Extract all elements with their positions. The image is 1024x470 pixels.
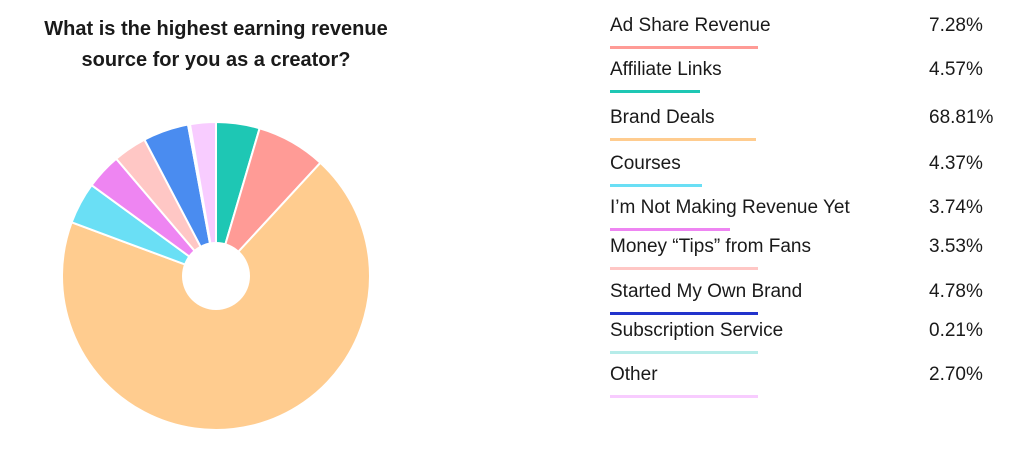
legend-value: 4.37% xyxy=(929,153,983,174)
legend-item-brand-deals: Brand Deals 68.81% xyxy=(610,106,1010,146)
legend-swatch-line xyxy=(610,46,758,49)
legend-value: 3.53% xyxy=(929,236,983,257)
legend-swatch-line xyxy=(610,267,758,270)
legend-value: 3.74% xyxy=(929,197,983,218)
legend-swatch-line xyxy=(610,90,700,93)
legend-item-money-tips-from-fans: Money “Tips” from Fans 3.53% xyxy=(610,235,1010,275)
legend-value: 4.78% xyxy=(929,281,983,302)
legend-label: Brand Deals xyxy=(610,107,715,128)
legend-value: 7.28% xyxy=(929,15,983,36)
legend-label: Money “Tips” from Fans xyxy=(610,236,811,257)
legend-label: Other xyxy=(610,364,658,385)
legend-value: 0.21% xyxy=(929,320,983,341)
donut-hole xyxy=(182,242,250,310)
legend-label: I’m Not Making Revenue Yet xyxy=(610,197,850,218)
legend-item-i-m-not-making-revenue-yet: I’m Not Making Revenue Yet 3.74% xyxy=(610,196,1010,236)
legend-value: 2.70% xyxy=(929,364,983,385)
legend-swatch-line xyxy=(610,351,758,354)
legend-swatch-line xyxy=(610,228,730,231)
legend-label: Affiliate Links xyxy=(610,59,722,80)
legend-label: Courses xyxy=(610,153,681,174)
legend-item-courses: Courses 4.37% xyxy=(610,152,1010,192)
legend-swatch-line xyxy=(610,312,758,315)
chart-legend: Ad Share Revenue 7.28% Affiliate Links 4.57… xyxy=(610,0,1010,470)
legend-item-started-my-own-brand: Started My Own Brand 4.78% xyxy=(610,280,1010,320)
legend-label: Started My Own Brand xyxy=(610,281,803,302)
legend-swatch-line xyxy=(610,395,758,398)
legend-label: Subscription Service xyxy=(610,320,784,341)
legend-value: 68.81% xyxy=(929,107,994,128)
legend-item-affiliate-links: Affiliate Links 4.57% xyxy=(610,58,1010,98)
legend-value: 4.57% xyxy=(929,59,983,80)
chart-title: What is the highest earning revenue sour… xyxy=(44,18,388,71)
legend-item-ad-share-revenue: Ad Share Revenue 7.28% xyxy=(610,14,1010,54)
legend-swatch-line xyxy=(610,138,756,141)
legend-swatch-line xyxy=(610,184,702,187)
legend-item-other: Other 2.70% xyxy=(610,363,1010,403)
pie-slice-other xyxy=(189,121,217,277)
legend-label: Ad Share Revenue xyxy=(610,15,771,36)
legend-item-subscription-service: Subscription Service 0.21% xyxy=(610,319,1010,359)
